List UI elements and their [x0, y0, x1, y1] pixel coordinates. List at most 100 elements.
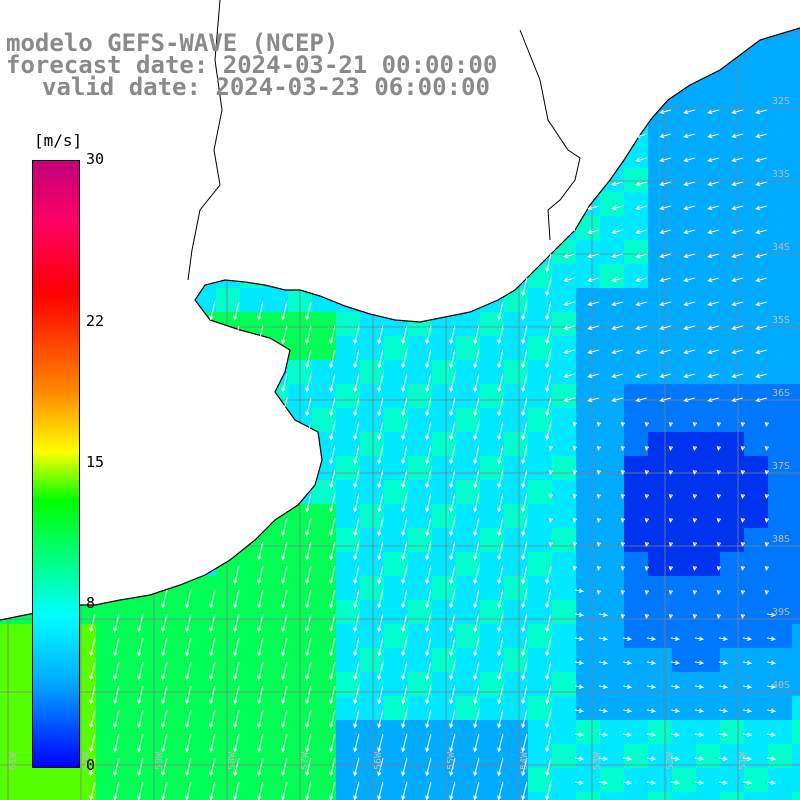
wind-cell	[384, 360, 408, 384]
wind-arrow-shaft	[282, 541, 288, 560]
wind-cell	[312, 648, 336, 672]
wind-arrow	[329, 637, 336, 657]
wind-arrow	[707, 253, 720, 259]
wind-arrow-shaft	[522, 421, 528, 440]
wind-arrow-head	[764, 421, 770, 428]
border-line	[187, 0, 223, 281]
wind-arrow-head	[611, 181, 617, 187]
wind-arrow-shaft	[756, 133, 768, 138]
wind-cell	[168, 696, 192, 720]
wind-cell	[768, 528, 792, 552]
wind-arrow-head	[707, 205, 713, 211]
wind-arrow	[707, 181, 720, 187]
wind-arrow-head	[425, 579, 430, 585]
wind-cell	[216, 744, 240, 768]
wind-arrow	[596, 469, 602, 476]
wind-arrow-shaft	[660, 109, 672, 114]
wind-arrow	[257, 733, 264, 753]
wind-cell	[96, 648, 120, 672]
wind-arrow-head	[596, 541, 602, 548]
wind-arrow-head	[683, 325, 689, 331]
wind-arrow-shaft	[162, 661, 168, 680]
wind-arrow-shaft	[354, 661, 360, 680]
wind-cell	[336, 744, 360, 768]
wind-cell	[672, 216, 696, 240]
wind-arrow	[694, 660, 704, 665]
wind-cell	[624, 768, 648, 792]
wind-arrow	[161, 589, 168, 609]
wind-cell	[792, 600, 800, 624]
wind-arrow-shaft	[660, 181, 672, 186]
wind-arrow-shaft	[636, 277, 648, 282]
wind-arrow-head	[563, 229, 569, 235]
wind-arrow-shaft	[574, 733, 583, 736]
wind-arrow-shaft	[90, 637, 96, 656]
wind-arrow	[646, 756, 656, 761]
wind-arrow	[329, 397, 336, 417]
wind-arrow	[683, 181, 696, 187]
wind-cell	[312, 624, 336, 648]
wind-arrow-head	[257, 603, 262, 609]
wind-arrow	[635, 277, 648, 283]
wind-arrow	[305, 397, 312, 417]
wind-arrow-head	[746, 708, 752, 713]
wind-arrow	[497, 565, 504, 585]
wind-arrow	[353, 517, 360, 537]
wind-arrow	[764, 469, 770, 476]
wind-arrow-shaft	[450, 373, 456, 392]
wind-arrow-head	[755, 205, 761, 211]
wind-arrow-head	[401, 603, 406, 609]
wind-cell	[624, 264, 648, 288]
wind-cell	[480, 720, 504, 744]
wind-arrow-head	[620, 421, 626, 428]
wind-arrow-shaft	[588, 229, 600, 234]
wind-cell	[192, 744, 216, 768]
wind-arrow-shaft	[498, 421, 504, 440]
wind-arrow	[233, 301, 240, 321]
wind-arrow-shaft	[588, 301, 600, 306]
wind-arrow-shaft	[234, 637, 240, 656]
wind-arrow	[574, 660, 584, 665]
wind-arrow	[622, 780, 632, 785]
wind-arrow-head	[650, 660, 656, 665]
wind-arrow-head	[305, 795, 310, 800]
wind-cell	[216, 576, 240, 600]
wind-arrow-head	[626, 732, 632, 737]
wind-arrow-head	[545, 651, 550, 657]
wind-cell	[576, 720, 600, 744]
wind-arrow	[377, 685, 384, 705]
wind-cell	[408, 648, 432, 672]
wind-arrow-shaft	[354, 397, 360, 416]
wind-arrow-shaft	[636, 373, 648, 378]
wind-arrow-shaft	[258, 781, 264, 800]
wind-cell	[720, 576, 744, 600]
wind-arrow-shaft	[742, 781, 751, 784]
wind-cell	[720, 336, 744, 360]
wind-arrow-shaft	[450, 397, 456, 416]
wind-cell	[456, 768, 480, 792]
wind-arrow-shaft	[258, 709, 264, 728]
wind-cell	[696, 456, 720, 480]
wind-arrow-head	[281, 795, 286, 800]
wind-arrow-head	[644, 469, 650, 476]
wind-cell	[696, 216, 720, 240]
wind-arrow	[305, 349, 312, 369]
wind-arrow-shaft	[114, 733, 120, 752]
wind-arrow-head	[521, 363, 526, 369]
colorbar	[32, 160, 80, 768]
wind-arrow-head	[563, 253, 569, 259]
wind-cell	[768, 72, 792, 96]
wind-arrow-shaft	[522, 685, 528, 704]
wind-arrow-head	[497, 723, 502, 729]
wind-arrow-shaft	[426, 373, 432, 392]
wind-arrow-head	[644, 541, 650, 548]
wind-arrow	[545, 421, 552, 441]
wind-arrow	[449, 709, 456, 729]
wind-arrow-shaft	[426, 445, 432, 464]
wind-arrow-head	[329, 363, 334, 369]
wind-arrow-shaft	[450, 637, 456, 656]
wind-arrow	[707, 325, 720, 331]
wind-cell	[528, 696, 552, 720]
wind-cell	[744, 528, 768, 552]
wind-cell	[624, 672, 648, 696]
